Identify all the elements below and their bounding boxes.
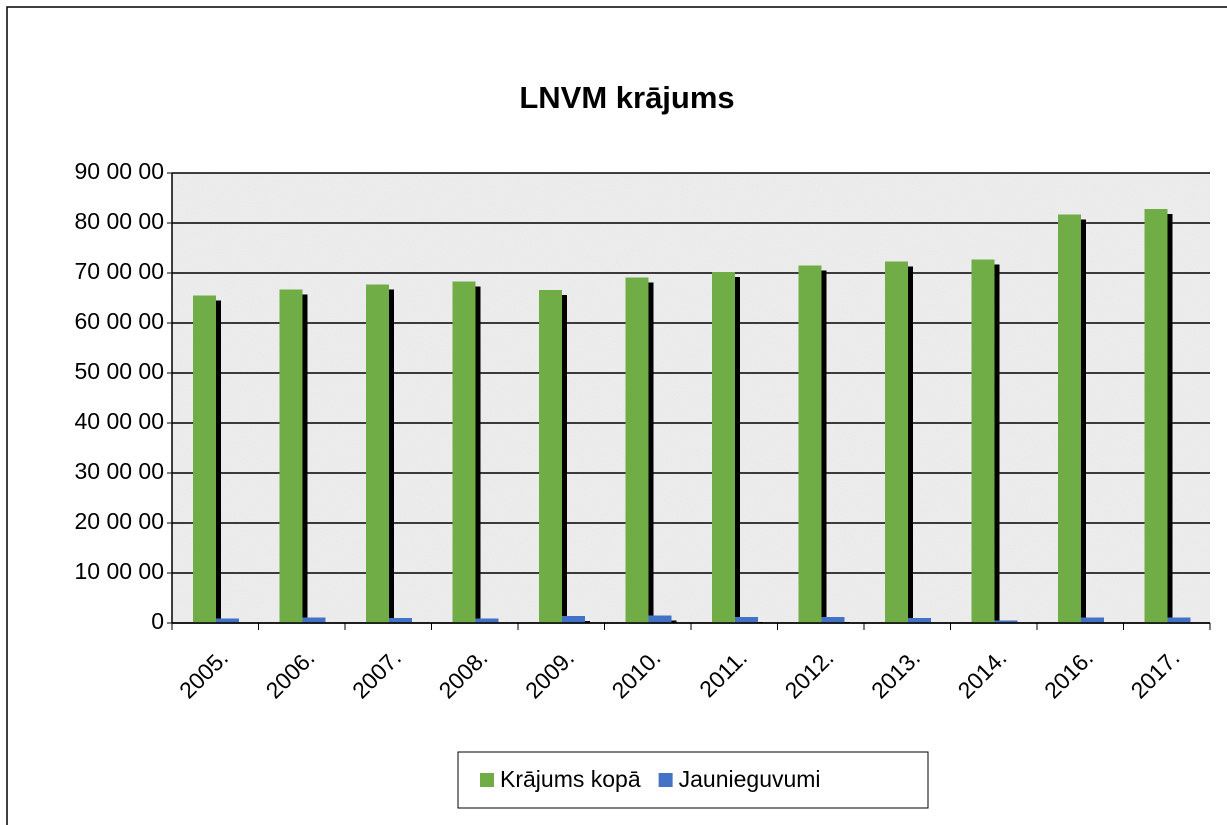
bar [366, 284, 389, 623]
y-tick-label: 30 00 00 [74, 458, 164, 484]
bar [885, 261, 908, 623]
bar [971, 259, 995, 623]
legend-swatch [480, 773, 494, 787]
bar [908, 618, 931, 623]
y-tick-label: 20 00 00 [74, 508, 164, 534]
bar [821, 617, 845, 623]
y-tick-label: 70 00 00 [74, 258, 164, 284]
bar [389, 618, 412, 623]
bar [475, 618, 499, 623]
y-tick-label: 0 [151, 608, 164, 634]
bar [994, 620, 1018, 623]
bar [562, 616, 585, 623]
legend [457, 751, 929, 809]
legend-swatch [658, 773, 673, 787]
bar [735, 617, 758, 623]
bar [279, 289, 303, 623]
y-tick-label: 50 00 00 [74, 358, 164, 384]
bar [625, 277, 649, 623]
bar [302, 617, 326, 623]
bar [1167, 617, 1191, 623]
bar [1058, 214, 1081, 623]
bar [193, 295, 216, 623]
chart-title: LNVM krājums [519, 80, 734, 115]
y-tick-label: 80 00 00 [74, 208, 164, 234]
legend-label: Jaunieguvumi [679, 766, 821, 792]
bar [539, 290, 562, 623]
legend-label: Krājums kopā [500, 766, 641, 792]
bar [712, 272, 735, 623]
y-tick-label: 10 00 00 [74, 558, 164, 584]
bar [216, 618, 239, 623]
bar [1144, 209, 1168, 623]
bar [1081, 617, 1104, 623]
bar [452, 281, 476, 623]
y-tick-label: 90 00 00 [74, 158, 164, 184]
plot-texture [172, 173, 1210, 623]
y-tick-label: 60 00 00 [74, 308, 164, 334]
bar [798, 265, 822, 623]
bar [648, 615, 672, 623]
y-tick-label: 40 00 00 [74, 408, 164, 434]
